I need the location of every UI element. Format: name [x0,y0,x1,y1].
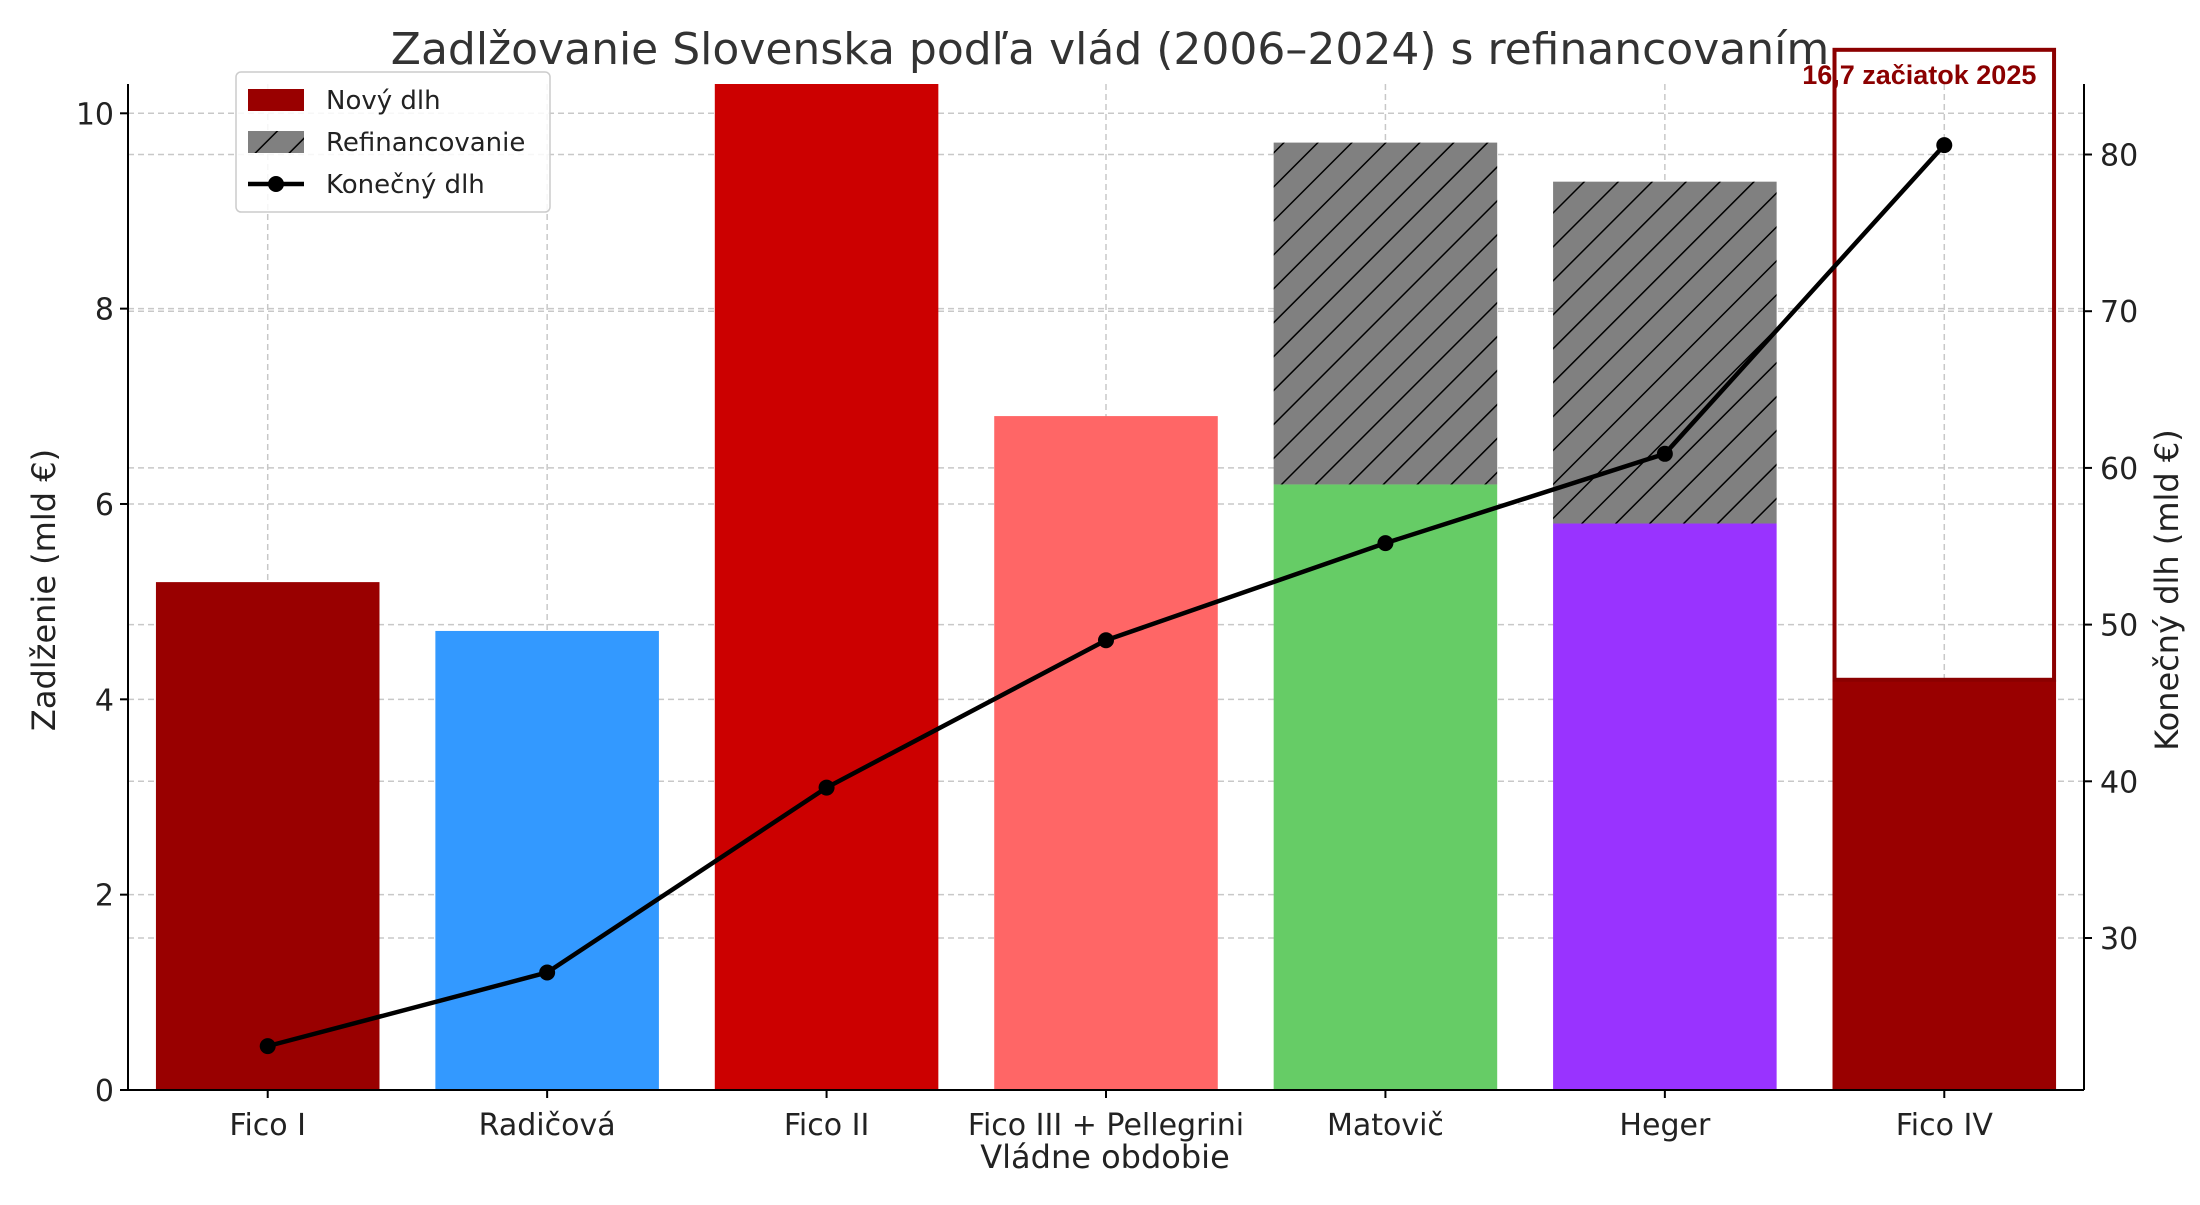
chart-title: Zadlžovanie Slovenska podľa vlád (2006–2… [391,24,1829,75]
bar-new-debt [155,582,380,1090]
line-point [1936,137,1953,154]
bar-new-debt [714,84,939,1090]
x-tick-label: Heger [1619,1108,1711,1143]
bar-refinancing [1273,142,1498,485]
line-point [539,964,556,981]
bar-new-debt [1832,679,2057,1090]
legend-label: Refinancovanie [326,128,525,158]
y-tick-label: 10 [76,97,114,132]
y2-axis-title: Konečný dlh (mld €) [2148,429,2186,750]
bar-new-debt [1273,484,1498,1090]
legend-swatch-refinancing [248,131,304,153]
y2-tick-label: 60 [2100,452,2138,487]
x-axis-title: Vládne obdobie [980,1138,1230,1176]
bar-refinancing [1553,181,1777,524]
y2-tick-label: 50 [2100,609,2138,644]
x-tick-label: Radičová [479,1108,616,1143]
legend-swatch-marker [268,176,284,192]
y-tick-label: 2 [95,879,114,914]
line-point [818,779,835,796]
annotation-box [1832,47,2057,682]
y-tick-label: 0 [95,1074,114,1109]
y2-tick-label: 70 [2100,295,2138,330]
line-point [1377,535,1394,552]
x-tick-label: Fico I [229,1108,306,1143]
line-point [1098,632,1114,649]
bar-new-debt [435,630,659,1090]
x-tick-label: Fico IV [1896,1108,1994,1143]
y2-tick-label: 40 [2100,765,2138,800]
legend-swatch-new-debt [248,89,304,111]
line-point [1656,445,1673,462]
legend: Nový dlh Refinancovanie Konečný dlh [235,71,551,213]
y-axis-title: Zadlženie (mld €) [25,449,63,731]
y-tick-label: 8 [95,293,114,328]
legend-label: Konečný dlh [326,170,485,200]
bar-new-debt [1553,523,1777,1090]
legend-label: Nový dlh [326,86,441,116]
y2-tick-label: 80 [2100,139,2138,174]
x-tick-label: Fico II [784,1108,870,1143]
y-tick-label: 6 [95,488,114,523]
bar-new-debt [994,416,1218,1091]
x-tick-label: Matovič [1327,1108,1444,1143]
annotation-label: 16,7 začiatok 2025 [1802,60,2036,90]
y-tick-label: 4 [95,683,114,718]
line-point [259,1038,276,1055]
y2-tick-label: 30 [2100,922,2138,957]
legend-frame [235,71,551,213]
x-tick-label: Fico III + Pellegrini [968,1108,1244,1143]
